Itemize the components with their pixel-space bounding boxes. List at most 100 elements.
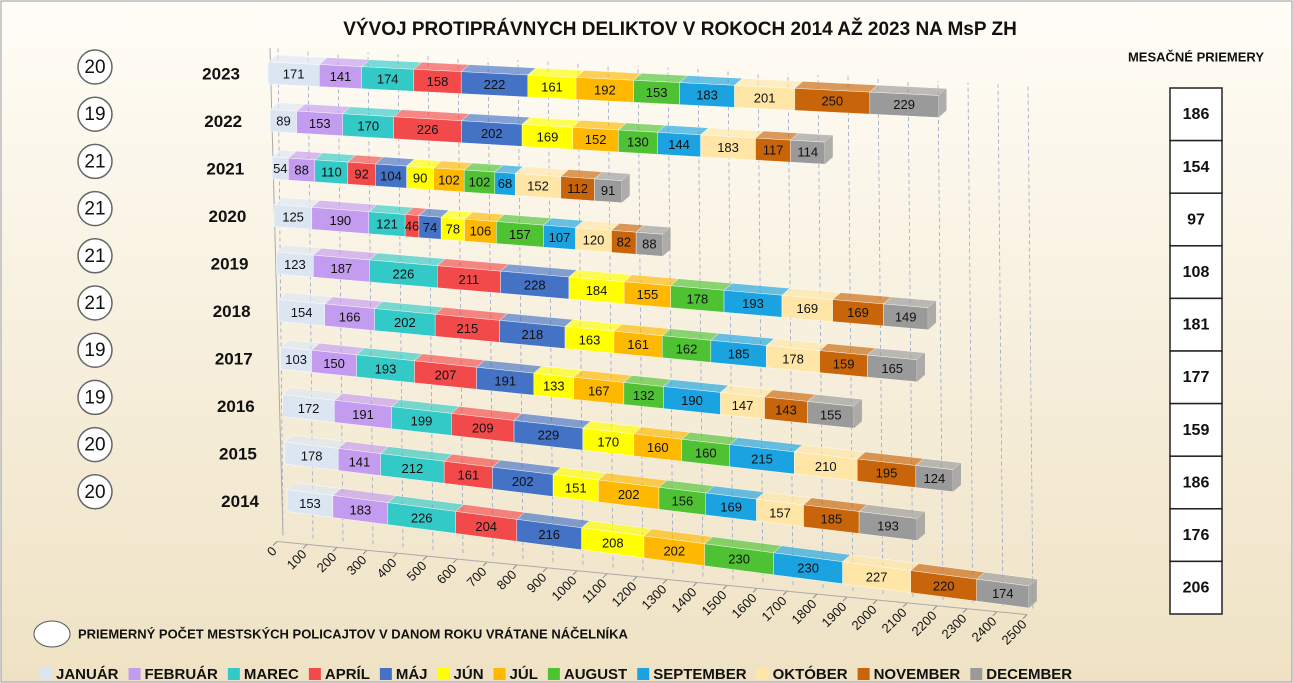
officer-circle	[77, 190, 113, 227]
data-label: 202	[394, 315, 416, 330]
tick-mark	[872, 599, 878, 605]
average-value: 186	[1183, 106, 1210, 123]
data-label: 201	[754, 90, 776, 105]
data-label: 211	[459, 272, 480, 287]
data-label: 160	[695, 445, 717, 460]
data-label: 159	[833, 356, 855, 371]
data-label: 157	[509, 227, 531, 242]
data-label: 174	[377, 71, 399, 86]
note-symbol	[33, 620, 71, 648]
officer-count: 20	[84, 482, 105, 503]
data-label: 54	[273, 161, 287, 176]
averages-title: MESAČNÉ PRIEMERY	[1128, 49, 1264, 64]
data-label: 78	[446, 222, 460, 237]
officer-count: 20	[84, 435, 105, 456]
tick-mark	[992, 611, 998, 617]
officer-circle	[77, 143, 113, 180]
data-label: 222	[484, 77, 506, 92]
data-label: 192	[594, 82, 616, 97]
legend-swatch	[857, 668, 870, 680]
average-box	[1169, 402, 1223, 457]
data-label: 46	[405, 218, 419, 233]
bar-end	[853, 399, 862, 429]
data-label: 185	[728, 346, 750, 361]
data-label: 226	[411, 510, 433, 525]
officer-circle	[77, 238, 113, 274]
data-label: 250	[821, 94, 843, 109]
x-axis	[276, 541, 1028, 616]
data-label: 121	[376, 217, 398, 232]
data-label: 82	[617, 235, 631, 250]
data-label: 152	[585, 132, 607, 147]
data-label: 178	[686, 291, 708, 306]
tick-mark	[272, 541, 278, 546]
tick-mark	[302, 544, 308, 549]
legend-swatch	[227, 668, 240, 680]
legend-label: SEPTEMBER	[653, 666, 747, 683]
bar-end	[824, 135, 833, 165]
officer-count: 19	[84, 104, 105, 125]
data-label: 230	[728, 552, 750, 567]
legend-swatch	[40, 668, 52, 680]
tick-mark	[452, 558, 458, 564]
tick-mark	[812, 593, 818, 599]
data-label: 170	[357, 119, 379, 134]
legend-swatch	[379, 668, 392, 680]
data-label: 183	[717, 140, 739, 155]
data-label: 158	[427, 74, 449, 89]
legend-swatch	[756, 668, 769, 680]
data-label: 147	[732, 398, 754, 413]
legend-label: JANUÁR	[56, 666, 119, 683]
data-label: 112	[567, 181, 588, 196]
data-label: 210	[815, 459, 837, 474]
data-label: 161	[457, 468, 479, 483]
data-label: 102	[438, 172, 460, 187]
average-box	[1169, 139, 1223, 194]
data-label: 120	[583, 232, 605, 247]
data-label: 68	[498, 176, 512, 191]
average-value: 97	[1187, 211, 1205, 228]
data-label: 226	[392, 266, 414, 281]
bar-end	[938, 88, 947, 118]
data-label: 195	[876, 466, 898, 481]
data-label: 191	[494, 374, 516, 389]
average-value: 186	[1183, 474, 1210, 491]
data-label: 202	[481, 126, 503, 141]
data-label: 216	[538, 527, 560, 542]
legend-label: NOVEMBER	[874, 666, 961, 683]
officer-circle	[77, 379, 113, 416]
legend-label: AUGUST	[564, 666, 627, 683]
data-label: 88	[294, 162, 308, 177]
data-label: 156	[672, 494, 694, 509]
data-label: 150	[323, 356, 345, 371]
y-tick-label: 2023	[202, 64, 240, 83]
data-label: 169	[720, 499, 742, 514]
data-label: 157	[769, 505, 791, 520]
average-box	[1169, 192, 1223, 247]
data-label: 220	[933, 578, 955, 593]
data-label: 209	[472, 420, 494, 435]
tick-mark	[752, 587, 758, 593]
grid-line	[1027, 85, 1034, 609]
legend-swatch	[637, 668, 650, 680]
data-label: 125	[282, 209, 304, 224]
data-label: 207	[435, 367, 457, 382]
average-value: 159	[1183, 422, 1210, 439]
officer-circle	[77, 285, 113, 321]
data-label: 103	[285, 352, 307, 367]
tick-mark	[602, 573, 608, 579]
average-value: 177	[1183, 369, 1210, 386]
data-label: 141	[349, 454, 371, 469]
average-box	[1169, 560, 1223, 615]
data-label: 218	[522, 327, 544, 342]
data-label: 153	[646, 85, 668, 100]
data-label: 88	[642, 237, 656, 252]
data-label: 199	[411, 414, 433, 429]
officer-count: 21	[84, 293, 105, 314]
officer-count: 19	[84, 387, 105, 408]
data-label: 174	[992, 586, 1014, 601]
y-tick-label: 2022	[204, 112, 242, 131]
tick-mark	[782, 590, 788, 596]
tick-mark	[962, 608, 968, 614]
tick-mark	[362, 549, 368, 555]
